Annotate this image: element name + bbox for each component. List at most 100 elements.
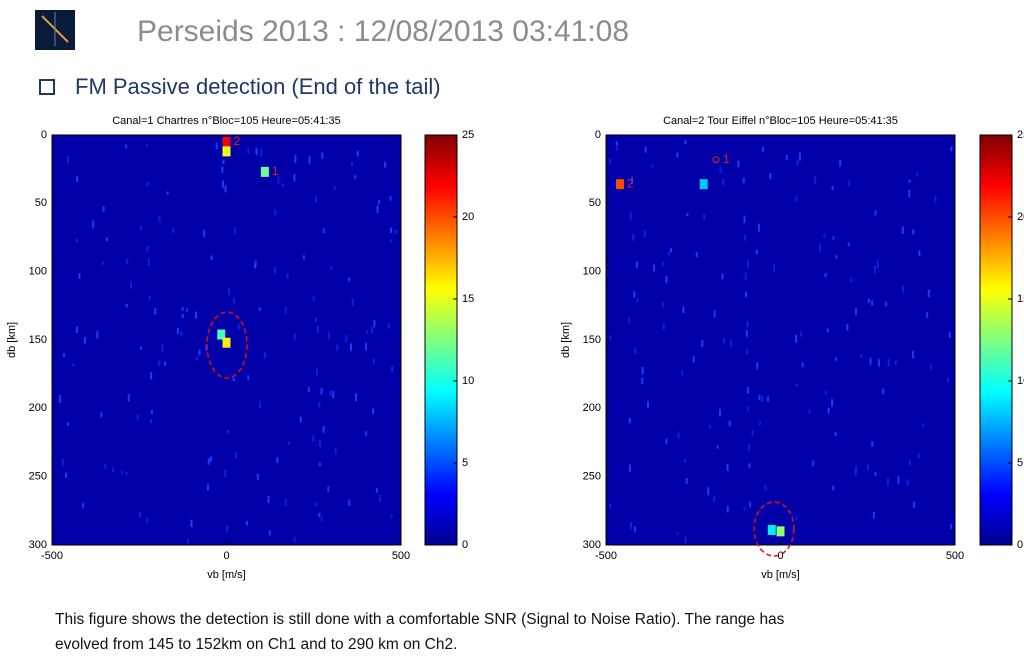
logo [35, 10, 75, 50]
noise [873, 265, 876, 274]
noise [390, 239, 393, 243]
colorbar-tick-label: 25 [1017, 129, 1024, 141]
noise [176, 327, 179, 335]
noise [908, 460, 911, 466]
highlight [206, 311, 248, 379]
noise [748, 463, 751, 468]
point-label: 2 [234, 134, 241, 148]
y-tick-label: 0 [41, 129, 47, 141]
slide-title: Perseids 2013 : 12/08/2013 03:41:08 [137, 15, 629, 48]
noise [258, 307, 261, 311]
noise [745, 329, 748, 337]
noise [850, 277, 853, 283]
noise [897, 476, 900, 484]
noise [100, 412, 103, 418]
x-axis-label: vb [m/s] [207, 569, 246, 581]
noise [795, 383, 798, 387]
noise [886, 478, 889, 486]
noise [759, 421, 762, 425]
noise [634, 348, 637, 355]
noise [372, 358, 375, 364]
noise [376, 205, 379, 213]
noise [268, 530, 271, 536]
noise [284, 498, 287, 507]
noise [662, 262, 665, 267]
colorbar-tick-label: 5 [1017, 457, 1023, 469]
x-tick-label: 500 [946, 550, 964, 562]
hot-spot [615, 179, 624, 190]
noise [934, 195, 937, 203]
noise [255, 147, 258, 156]
y-tick-label: 150 [29, 334, 47, 346]
y-tick-label: 50 [589, 197, 601, 209]
noise [59, 395, 62, 403]
noise [874, 210, 877, 216]
noise [312, 296, 315, 301]
colorbar [424, 134, 458, 546]
noise [224, 469, 227, 478]
noise [669, 248, 672, 253]
noise [333, 186, 336, 190]
noise [887, 358, 890, 367]
noise [154, 308, 157, 315]
noise [293, 536, 296, 543]
noise [327, 486, 330, 493]
noise [389, 196, 392, 201]
noise [746, 321, 749, 328]
noise [854, 308, 857, 316]
noise [646, 401, 649, 408]
noise [314, 502, 317, 507]
chart-title: Canal=2 Tour Eiffel n°Bloc=105 Heure=05:… [663, 115, 898, 127]
noise [824, 390, 827, 395]
noise [370, 326, 373, 333]
noise [287, 441, 290, 446]
y-tick-label: 300 [29, 539, 47, 551]
noise [839, 159, 842, 167]
noise [848, 180, 851, 186]
noise [81, 503, 84, 508]
noise [808, 408, 811, 414]
noise [814, 176, 817, 185]
noise [334, 447, 337, 455]
noise [172, 227, 175, 234]
y-tick-label: 100 [29, 266, 47, 278]
noise [721, 273, 724, 280]
noise [831, 186, 834, 191]
noise [758, 395, 761, 401]
noise [321, 152, 324, 159]
noise [378, 494, 381, 503]
noise [947, 377, 950, 383]
noise [609, 335, 612, 341]
noise [726, 464, 729, 471]
noise [356, 150, 359, 157]
noise [742, 177, 745, 184]
bullet-text: FM Passive detection (End of the tail) [75, 74, 441, 99]
noise [747, 406, 750, 412]
colorbar-tick-label: 10 [462, 375, 474, 387]
noise [76, 176, 79, 183]
noise [180, 331, 183, 337]
noise [745, 291, 748, 298]
noise [743, 506, 746, 511]
noise [112, 467, 115, 473]
noise [227, 287, 230, 295]
noise [316, 325, 319, 334]
hot-spot [260, 166, 269, 177]
noise [713, 495, 716, 503]
noise [307, 386, 310, 393]
noise [150, 419, 153, 424]
colorbar-tick-label: 20 [462, 211, 474, 223]
noise [186, 308, 189, 312]
y-tick-label: 100 [583, 266, 601, 278]
y-tick-label: 200 [29, 402, 47, 414]
noise [948, 332, 951, 338]
noise [744, 272, 747, 281]
noise [633, 526, 636, 532]
noise [130, 281, 133, 289]
noise [743, 234, 746, 241]
noise [66, 422, 69, 426]
noise [146, 517, 149, 523]
noise [737, 160, 740, 168]
noise [653, 264, 656, 272]
noise [827, 408, 830, 414]
